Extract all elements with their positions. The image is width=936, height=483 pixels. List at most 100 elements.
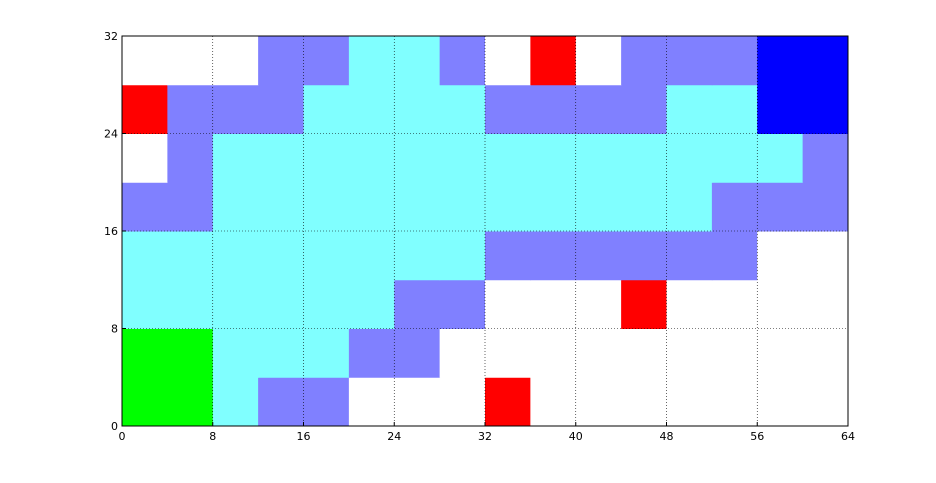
cell bbox=[212, 328, 259, 378]
cell bbox=[485, 328, 531, 378]
cell bbox=[394, 377, 441, 427]
x-tick-label: 48 bbox=[660, 430, 674, 443]
cell bbox=[530, 279, 577, 329]
cell bbox=[711, 36, 758, 86]
cell bbox=[485, 231, 531, 281]
cell bbox=[711, 231, 758, 281]
cell bbox=[666, 328, 713, 378]
cell bbox=[394, 84, 441, 134]
cell bbox=[757, 377, 804, 427]
cell bbox=[711, 133, 758, 183]
cell bbox=[711, 84, 758, 134]
cell bbox=[802, 328, 849, 378]
cell bbox=[575, 36, 622, 86]
cell bbox=[303, 133, 350, 183]
cell bbox=[711, 279, 758, 329]
cell bbox=[757, 182, 804, 232]
cell bbox=[394, 231, 441, 281]
cell bbox=[212, 279, 259, 329]
cell bbox=[711, 328, 758, 378]
cell bbox=[348, 36, 395, 86]
cell bbox=[575, 84, 622, 134]
cell bbox=[621, 328, 667, 378]
cell bbox=[485, 182, 531, 232]
cell bbox=[666, 231, 713, 281]
cell bbox=[212, 377, 259, 427]
x-tick-label: 56 bbox=[750, 430, 764, 443]
cell bbox=[167, 279, 214, 329]
cell bbox=[439, 328, 486, 378]
cell bbox=[666, 182, 713, 232]
cell bbox=[621, 36, 667, 86]
x-tick-label: 24 bbox=[387, 430, 401, 443]
cell bbox=[439, 231, 486, 281]
x-tick-label: 8 bbox=[209, 430, 216, 443]
cell bbox=[530, 182, 577, 232]
cell bbox=[122, 328, 168, 378]
cell bbox=[167, 377, 214, 427]
cell bbox=[621, 182, 667, 232]
cell bbox=[530, 328, 577, 378]
cell bbox=[530, 36, 577, 86]
cell bbox=[711, 182, 758, 232]
cell bbox=[348, 133, 395, 183]
cell bbox=[348, 328, 395, 378]
cell bbox=[802, 377, 849, 427]
cell bbox=[485, 133, 531, 183]
cell bbox=[258, 182, 304, 232]
cell bbox=[122, 377, 168, 427]
cell bbox=[167, 231, 214, 281]
cell bbox=[303, 328, 350, 378]
cell bbox=[303, 377, 350, 427]
cell bbox=[711, 377, 758, 427]
x-tick-label: 0 bbox=[119, 430, 126, 443]
cell bbox=[348, 231, 395, 281]
cell bbox=[212, 84, 259, 134]
x-tick-label: 32 bbox=[478, 430, 492, 443]
cell bbox=[303, 84, 350, 134]
cell bbox=[394, 182, 441, 232]
cell bbox=[167, 36, 214, 86]
cell bbox=[348, 279, 395, 329]
cell bbox=[485, 279, 531, 329]
cell bbox=[757, 231, 804, 281]
cell bbox=[621, 231, 667, 281]
cell bbox=[757, 36, 804, 86]
y-tick-label: 24 bbox=[104, 128, 118, 141]
cell bbox=[394, 279, 441, 329]
cell bbox=[167, 84, 214, 134]
cell bbox=[303, 182, 350, 232]
cell bbox=[258, 328, 304, 378]
x-tick-label: 40 bbox=[569, 430, 583, 443]
cell bbox=[167, 133, 214, 183]
cell bbox=[394, 36, 441, 86]
cell bbox=[485, 84, 531, 134]
cell bbox=[666, 36, 713, 86]
cell bbox=[757, 84, 804, 134]
cell bbox=[394, 328, 441, 378]
cell bbox=[802, 182, 849, 232]
cell bbox=[394, 133, 441, 183]
cell bbox=[348, 84, 395, 134]
cell bbox=[258, 36, 304, 86]
y-tick-label: 8 bbox=[111, 323, 118, 336]
cell bbox=[485, 377, 531, 427]
cell bbox=[439, 377, 486, 427]
cell bbox=[575, 377, 622, 427]
cell bbox=[530, 84, 577, 134]
cell bbox=[666, 84, 713, 134]
cell bbox=[621, 133, 667, 183]
cell bbox=[348, 377, 395, 427]
cell bbox=[575, 231, 622, 281]
cell bbox=[575, 182, 622, 232]
plot-frame bbox=[121, 35, 849, 427]
cell bbox=[666, 377, 713, 427]
cell bbox=[439, 133, 486, 183]
cell bbox=[122, 36, 168, 86]
cell bbox=[757, 328, 804, 378]
y-tick-label: 16 bbox=[104, 225, 118, 238]
cell bbox=[258, 133, 304, 183]
cell bbox=[258, 231, 304, 281]
cell bbox=[258, 377, 304, 427]
